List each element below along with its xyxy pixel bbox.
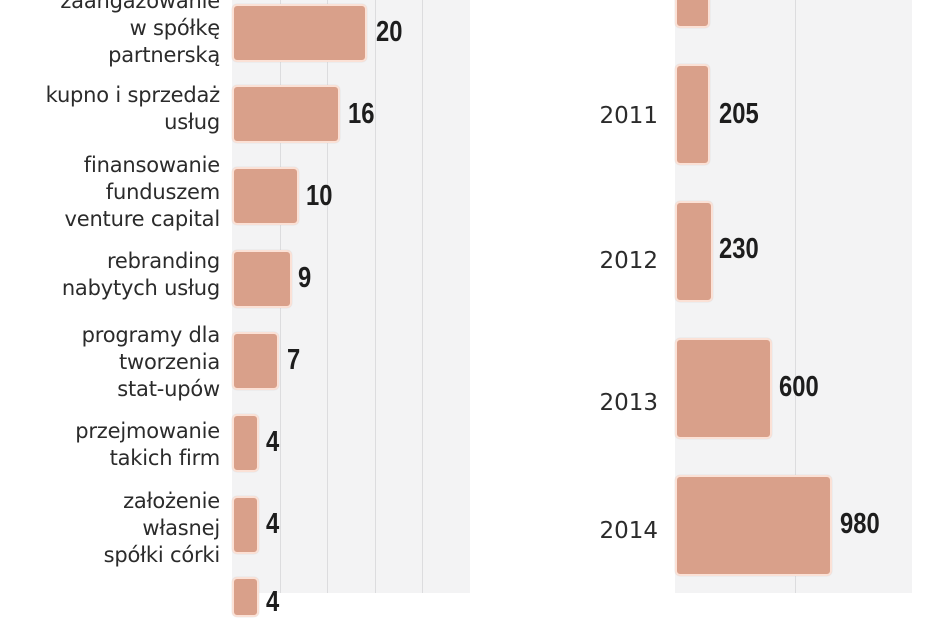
bar [675, 338, 772, 439]
right-gridline [795, 0, 796, 593]
category-label: kupno i sprzedaż usług [45, 83, 221, 134]
bar [232, 332, 279, 390]
bar [232, 577, 259, 617]
bar [675, 475, 832, 576]
left-gridline [422, 0, 423, 593]
bar [232, 167, 299, 225]
year-label: 2012 [599, 248, 658, 274]
value-label: 9 [298, 262, 312, 294]
value-label: 230 [719, 233, 759, 265]
value-label: 4 [266, 508, 280, 540]
value-label: 600 [779, 371, 819, 403]
bar [675, 201, 713, 302]
category-label: rebranding nabytych usług [61, 249, 220, 300]
bar [232, 4, 367, 62]
bar [675, 64, 710, 165]
value-label: 205 [719, 98, 759, 130]
category-label: finansowanie funduszem venture capital [64, 153, 221, 231]
category-label: założenie własnej spółki córki [103, 489, 221, 567]
value-label: 10 [306, 180, 333, 212]
year-label: 2011 [599, 103, 658, 129]
value-label: 4 [266, 586, 280, 618]
left-gridline [375, 0, 376, 593]
value-label: 16 [348, 98, 375, 130]
value-label: 20 [376, 16, 403, 48]
left-gridline [327, 0, 328, 593]
category-label: zaangażowanie w spółkę partnerską [60, 0, 220, 67]
value-label: 980 [840, 508, 880, 540]
value-label: 7 [287, 344, 301, 376]
bar [232, 85, 340, 143]
category-label: przejmowanie takich firm [75, 419, 220, 470]
category-label: programy dla tworzenia stat-upów [81, 323, 221, 401]
bar [232, 414, 259, 472]
year-label: 2014 [599, 518, 658, 544]
value-label: 4 [266, 426, 280, 458]
bar [675, 0, 710, 28]
year-label: 2013 [599, 390, 658, 416]
bar [232, 496, 259, 554]
bar [232, 250, 292, 308]
